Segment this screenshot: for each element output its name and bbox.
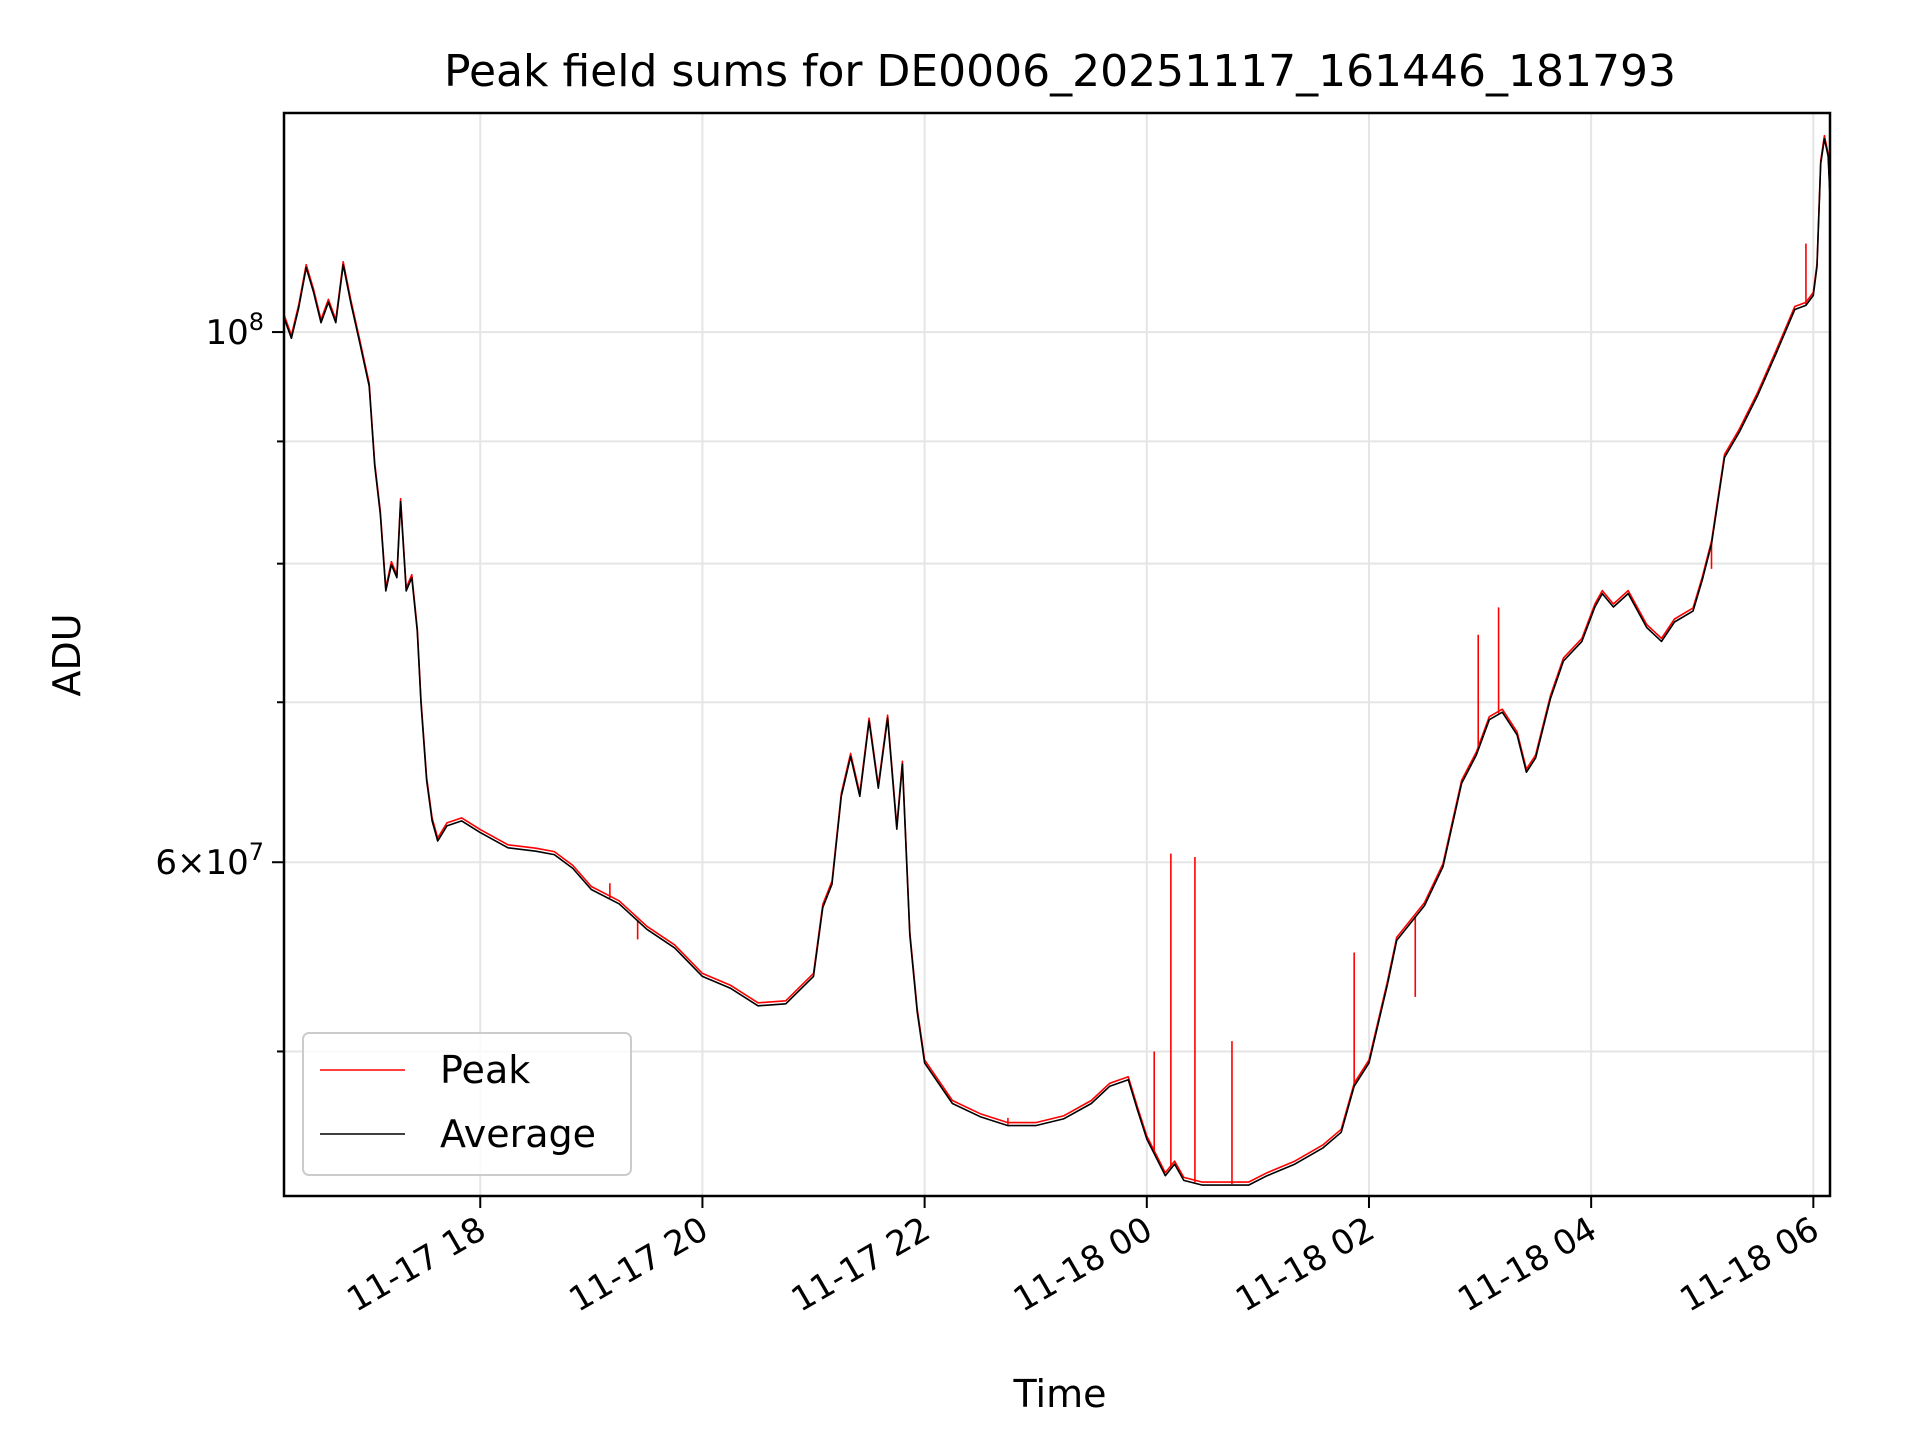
legend-label-average: Average (440, 1112, 596, 1156)
y-axis-label: ADU (45, 613, 89, 696)
plot-frame (282, 111, 1832, 1198)
legend: Peak Average (302, 1032, 632, 1176)
y-tick-label: 6×107 (155, 838, 264, 883)
plot-area (283, 134, 1831, 1186)
grid (284, 113, 1830, 1196)
series-line-average (283, 137, 1831, 1186)
legend-box (302, 1032, 632, 1176)
legend-label-peak: Peak (440, 1048, 530, 1092)
series-line-peak (283, 134, 1831, 1183)
y-tick-label: 108 (205, 308, 264, 353)
x-axis-label: Time (1013, 1372, 1107, 1416)
chart-title: Peak field sums for DE0006_20251117_1614… (444, 46, 1676, 97)
